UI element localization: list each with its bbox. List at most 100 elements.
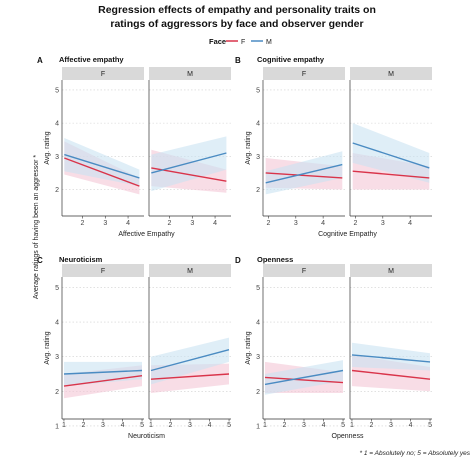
y-tick-label: 4 [55, 320, 59, 327]
y-tick-label: 2 [256, 187, 260, 194]
x-tick-label: 1 [149, 422, 153, 429]
facet-f: F 2 3 4 [262, 67, 345, 227]
y-tick-label: 2 [256, 389, 260, 396]
regression-line-m [63, 369, 143, 375]
x-tick-label: 2 [81, 220, 85, 227]
panel-b: B Cognitive empathy Avg. rating 2 3 4 5 Cogniti… [235, 55, 432, 238]
x-axis-label: Neuroticism [128, 433, 165, 440]
panel-grid: A Affective empathy Avg. rating 2 3 4 5 Affecti… [37, 55, 432, 440]
y-axis-label: Avg. rating [44, 131, 51, 164]
y-tick-label: 5 [256, 87, 260, 94]
facet-strip [149, 67, 231, 80]
facet-strip [263, 67, 345, 80]
regression-line-m [351, 354, 431, 363]
x-tick-label: 1 [350, 422, 354, 429]
confidence-band-m [151, 136, 227, 192]
x-tick-label: 5 [341, 422, 345, 429]
facet-f: F 1 2 3 4 5 [61, 264, 144, 429]
y-tick-label: 1 [55, 423, 59, 430]
x-axis-label: Cognitive Empathy [318, 231, 377, 238]
regression-line-m [64, 153, 140, 179]
y-tick-label: 5 [55, 285, 59, 292]
panel-title: Openness [257, 255, 293, 264]
legend-label-m: M [266, 39, 272, 46]
facet-strip [149, 264, 231, 277]
regression-line-f [64, 157, 140, 187]
regression-line-m [264, 369, 344, 386]
x-tick-label: 4 [408, 220, 412, 227]
panel-title: Neuroticism [59, 255, 103, 264]
confidence-band-m [352, 123, 430, 183]
x-tick-label: 3 [381, 220, 385, 227]
x-tick-label: 2 [283, 422, 287, 429]
legend: Face F M [209, 37, 272, 46]
facet-strip [62, 67, 144, 80]
facet-strip-label: F [101, 268, 105, 275]
x-tick-label: 2 [370, 422, 374, 429]
facet-strip-label: M [187, 268, 193, 275]
regression-line-f [265, 172, 343, 179]
x-tick-label: 2 [168, 220, 172, 227]
facet-strip-label: M [187, 71, 193, 78]
x-tick-label: 4 [409, 422, 413, 429]
x-tick-label: 3 [190, 220, 194, 227]
x-tick-label: 4 [322, 422, 326, 429]
panel-letter: C [37, 256, 43, 265]
facet-strip-label: F [101, 71, 105, 78]
y-tick-label: 5 [55, 87, 59, 94]
legend-title: Face [209, 37, 226, 46]
x-tick-label: 3 [101, 422, 105, 429]
outer-y-axis-label: Average ratings of having been an aggres… [33, 155, 40, 300]
regression-line-f [150, 373, 230, 380]
y-tick-label: 4 [55, 121, 59, 128]
footnote: * 1 = Absolutely no; 5 = Absolutely yes [360, 450, 471, 457]
panel-letter: A [37, 56, 43, 65]
x-tick-label: 3 [294, 220, 298, 227]
panel-letter: D [235, 256, 241, 265]
y-tick-label: 3 [256, 154, 260, 161]
facet-f: F 2 3 4 [61, 67, 144, 227]
x-tick-label: 2 [267, 220, 271, 227]
facet-m: M 1 2 3 4 5 [148, 264, 231, 429]
x-tick-label: 4 [121, 422, 125, 429]
confidence-band-m [352, 342, 430, 371]
y-tick-label: 3 [256, 354, 260, 361]
panel-a: A Affective empathy Avg. rating 2 3 4 5 Affecti… [37, 55, 231, 238]
x-tick-label: 3 [188, 422, 192, 429]
x-tick-label: 4 [213, 220, 217, 227]
y-tick-label: 2 [55, 389, 59, 396]
regression-line-f [351, 369, 431, 380]
facet-m: M 1 2 3 4 5 [349, 264, 432, 429]
figure-title-line-1: Regression effects of empathy and person… [98, 4, 376, 16]
facet-m: M 2 3 4 [148, 67, 231, 227]
y-tick-label: 2 [55, 187, 59, 194]
legend-label-f: F [241, 39, 245, 46]
facet-strip-label: M [388, 268, 394, 275]
figure-title-line-2: ratings of aggressors by face and observ… [110, 18, 363, 30]
regression-line-m [151, 152, 227, 174]
panel-letter: B [235, 56, 241, 65]
y-tick-label: 3 [55, 154, 59, 161]
x-tick-label: 2 [169, 422, 173, 429]
y-tick-label: 3 [55, 354, 59, 361]
x-tick-label: 3 [103, 220, 107, 227]
panel-title: Affective empathy [59, 55, 124, 64]
regression-line-m [352, 142, 430, 169]
confidence-band-m [64, 361, 142, 387]
y-tick-label: 5 [256, 285, 260, 292]
x-tick-label: 5 [428, 422, 432, 429]
regression-line-f [63, 375, 143, 387]
confidence-band-m [64, 138, 140, 187]
panel-title: Cognitive empathy [257, 55, 325, 64]
regression-line-f [352, 170, 430, 179]
y-axis-label: Avg. rating [245, 331, 252, 364]
x-tick-label: 2 [354, 220, 358, 227]
facet-f: F 1 2 3 4 5 [262, 264, 345, 429]
confidence-band-m [151, 337, 229, 385]
facet-m: M 2 3 4 [349, 67, 432, 227]
x-tick-label: 5 [140, 422, 144, 429]
facet-strip-label: F [302, 71, 306, 78]
regression-line-f [264, 376, 344, 384]
